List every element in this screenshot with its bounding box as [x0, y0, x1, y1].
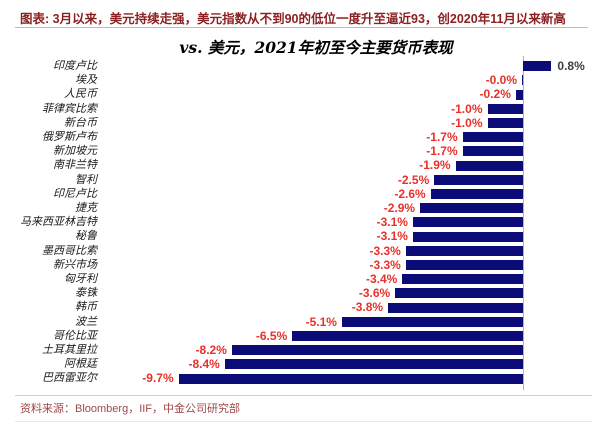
category-label: 哥伦比亚 — [53, 328, 97, 342]
bar — [455, 160, 523, 171]
source-divider — [15, 395, 592, 396]
category-label: 韩币 — [75, 300, 97, 314]
category-label: 墨西哥比索 — [42, 243, 97, 257]
category-label: 新台币 — [64, 115, 97, 129]
bar — [462, 146, 523, 157]
category-label: 秘鲁 — [75, 229, 97, 243]
category-label: 智利 — [75, 172, 97, 186]
category-label: 阿根廷 — [64, 357, 97, 371]
category-label: 土耳其里拉 — [42, 343, 97, 356]
bar — [420, 203, 523, 214]
bar — [178, 373, 523, 384]
caption-underline — [15, 27, 588, 28]
zero-axis-line — [522, 56, 524, 390]
category-label: 埃及 — [75, 73, 97, 87]
category-label: 捷克 — [75, 201, 97, 214]
chart-title: vs. 美元，2021年初至今主要货币表现 — [179, 38, 453, 57]
value-label: -0.0% — [485, 73, 517, 88]
category-label: 印尼卢比 — [53, 186, 97, 200]
bar — [405, 259, 523, 270]
bar — [224, 359, 523, 370]
value-label: -2.6% — [394, 186, 426, 201]
bar — [462, 132, 523, 143]
bar — [434, 174, 523, 185]
bar — [292, 330, 523, 341]
bar — [395, 288, 523, 299]
value-label: -0.2% — [479, 87, 511, 102]
value-label: -3.3% — [369, 243, 401, 258]
category-label: 人民币 — [64, 87, 97, 101]
bar — [402, 274, 523, 285]
category-label: 印度卢比 — [53, 59, 97, 72]
value-label: -5.1% — [305, 314, 337, 329]
bar — [487, 117, 523, 128]
value-label: -3.1% — [376, 215, 408, 230]
category-label: 菲律宾比索 — [42, 101, 97, 115]
value-label: -2.5% — [397, 172, 430, 187]
value-label: -9.7% — [142, 371, 174, 386]
figure-caption: 图表: 3月以来，美元持续走强，美元指数从不到90的低位一度升至逼近93，创20… — [20, 12, 566, 26]
bar — [231, 345, 523, 356]
bar — [412, 231, 523, 242]
value-label: -2.9% — [383, 201, 416, 215]
value-label: -1.7% — [426, 130, 458, 144]
value-label: -3.3% — [369, 257, 401, 272]
bar — [522, 75, 523, 86]
value-label: -1.7% — [426, 144, 458, 159]
category-label: 新加坡元 — [53, 144, 97, 158]
value-label: -8.4% — [188, 357, 220, 372]
value-label: -3.8% — [351, 300, 384, 315]
bar — [341, 316, 523, 327]
bottom-border — [15, 421, 592, 422]
value-label: -6.5% — [255, 328, 288, 343]
value-label: -1.9% — [419, 158, 451, 173]
category-label: 南非兰特 — [53, 158, 97, 172]
category-label: 巴西雷亚尔 — [42, 371, 97, 385]
bar — [405, 245, 523, 256]
bar — [430, 188, 523, 199]
source-note: 资料来源：Bloomberg，IIF，中金公司研究部 — [20, 403, 241, 415]
category-label: 泰铢 — [75, 286, 97, 300]
bar — [515, 89, 523, 100]
value-label: -3.4% — [365, 272, 398, 286]
value-label: -1.0% — [451, 115, 483, 130]
bar — [487, 103, 523, 114]
value-label: -3.1% — [376, 229, 408, 244]
category-label: 新兴市场 — [53, 257, 97, 271]
category-label: 匈牙利 — [64, 272, 97, 285]
value-label: -1.0% — [451, 101, 483, 116]
value-label: -8.2% — [195, 343, 227, 357]
category-label: 俄罗斯卢布 — [42, 130, 97, 143]
bar — [523, 61, 552, 72]
category-label: 马来西亚林吉特 — [20, 215, 97, 229]
category-label: 波兰 — [75, 314, 97, 328]
bar — [412, 217, 523, 228]
bar — [388, 302, 523, 313]
value-label: -3.6% — [358, 286, 391, 301]
value-label: 0.8% — [557, 59, 585, 73]
